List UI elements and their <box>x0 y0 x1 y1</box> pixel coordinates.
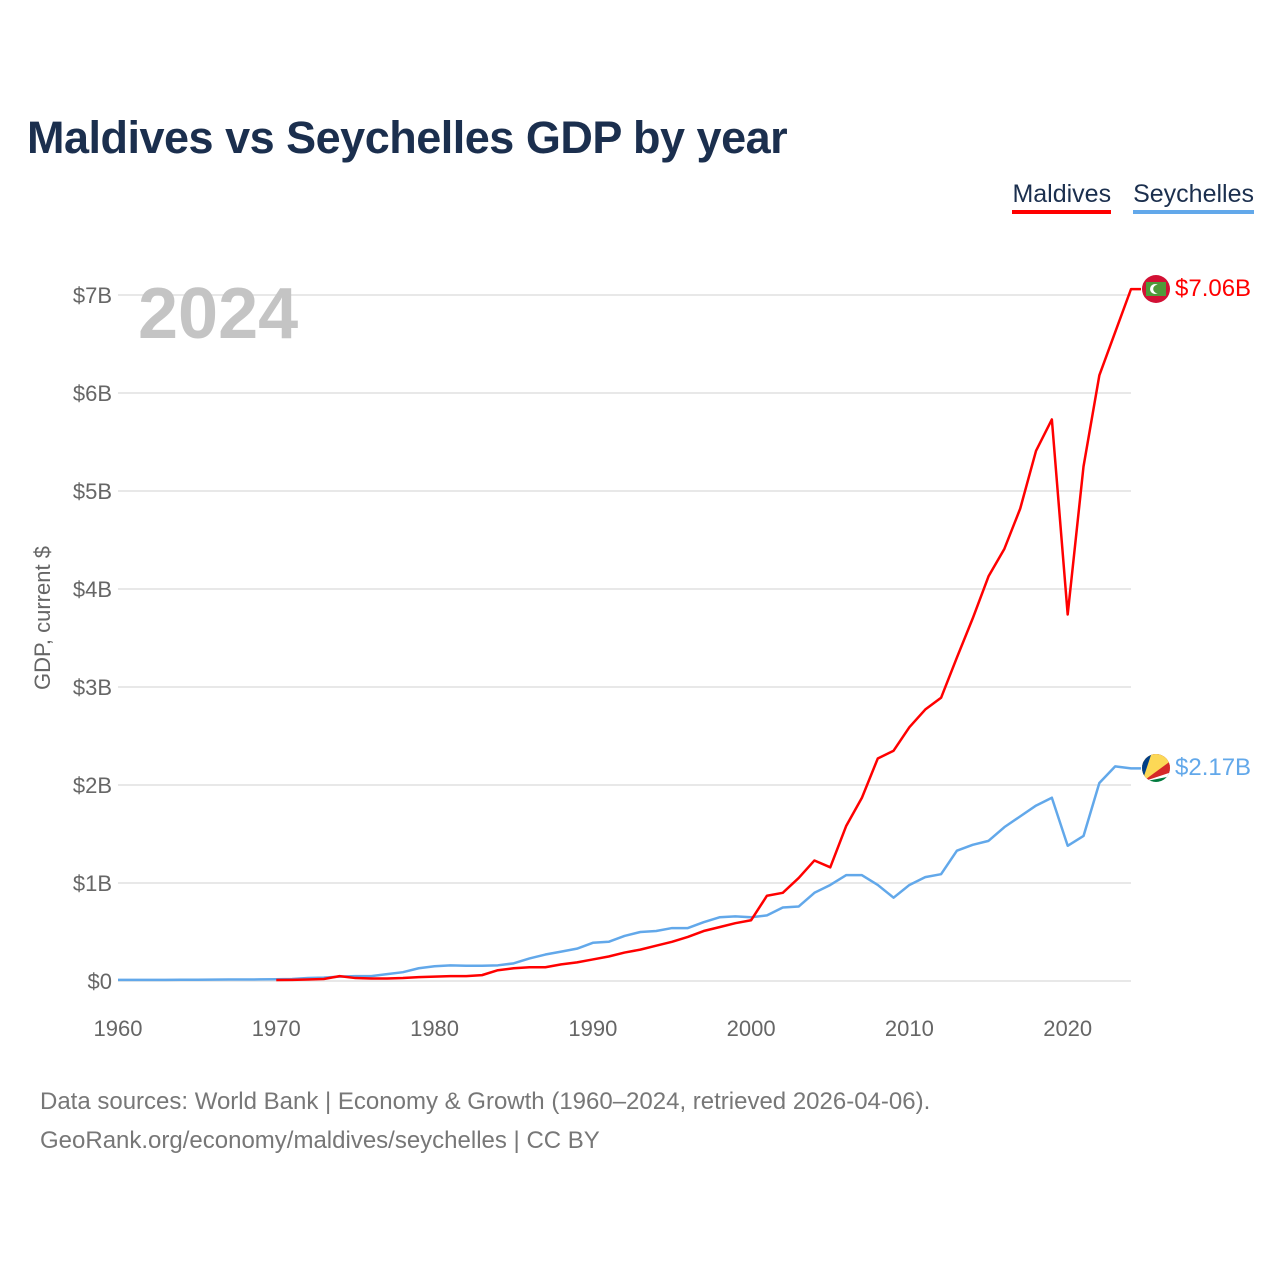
x-tick-label: 1980 <box>410 1016 459 1041</box>
legend: Maldives Seychelles <box>1012 180 1254 214</box>
year-watermark: 2024 <box>138 274 298 354</box>
x-tick-label: 1960 <box>94 1016 143 1041</box>
x-tick-label: 2000 <box>727 1016 776 1041</box>
x-tick-label: 2010 <box>885 1016 934 1041</box>
y-tick-label: $1B <box>73 871 112 896</box>
series-line-seychelles <box>118 765 1141 982</box>
x-tick-label: 1990 <box>568 1016 617 1041</box>
y-tick-label: $5B <box>73 479 112 504</box>
y-tick-label: $2B <box>73 773 112 798</box>
y-tick-label: $3B <box>73 675 112 700</box>
maldives-end-label: $7.06B <box>1175 275 1251 302</box>
y-tick-label: $0 <box>88 969 112 994</box>
y-axis-label: GDP, current $ <box>30 546 55 690</box>
legend-item-seychelles[interactable]: Seychelles <box>1133 180 1254 214</box>
maldives-flag-icon <box>1142 275 1170 303</box>
y-tick-label: $7B <box>73 283 112 308</box>
footer-sources: Data sources: World Bank | Economy & Gro… <box>40 1088 931 1115</box>
footer: Data sources: World Bank | Economy & Gro… <box>40 1082 930 1160</box>
seychelles-flag-icon <box>1142 754 1170 782</box>
x-tick-label: 1970 <box>252 1016 301 1041</box>
legend-item-maldives[interactable]: Maldives <box>1012 180 1112 214</box>
footer-link[interactable]: GeoRank.org/economy/maldives/seychelles … <box>40 1127 600 1154</box>
series-line-maldives <box>276 287 1141 982</box>
x-tick-label: 2020 <box>1043 1016 1092 1041</box>
seychelles-end-label: $2.17B <box>1175 754 1251 781</box>
y-tick-label: $6B <box>73 381 112 406</box>
chart-title: Maldives vs Seychelles GDP by year <box>27 112 788 163</box>
y-tick-label: $4B <box>73 577 112 602</box>
